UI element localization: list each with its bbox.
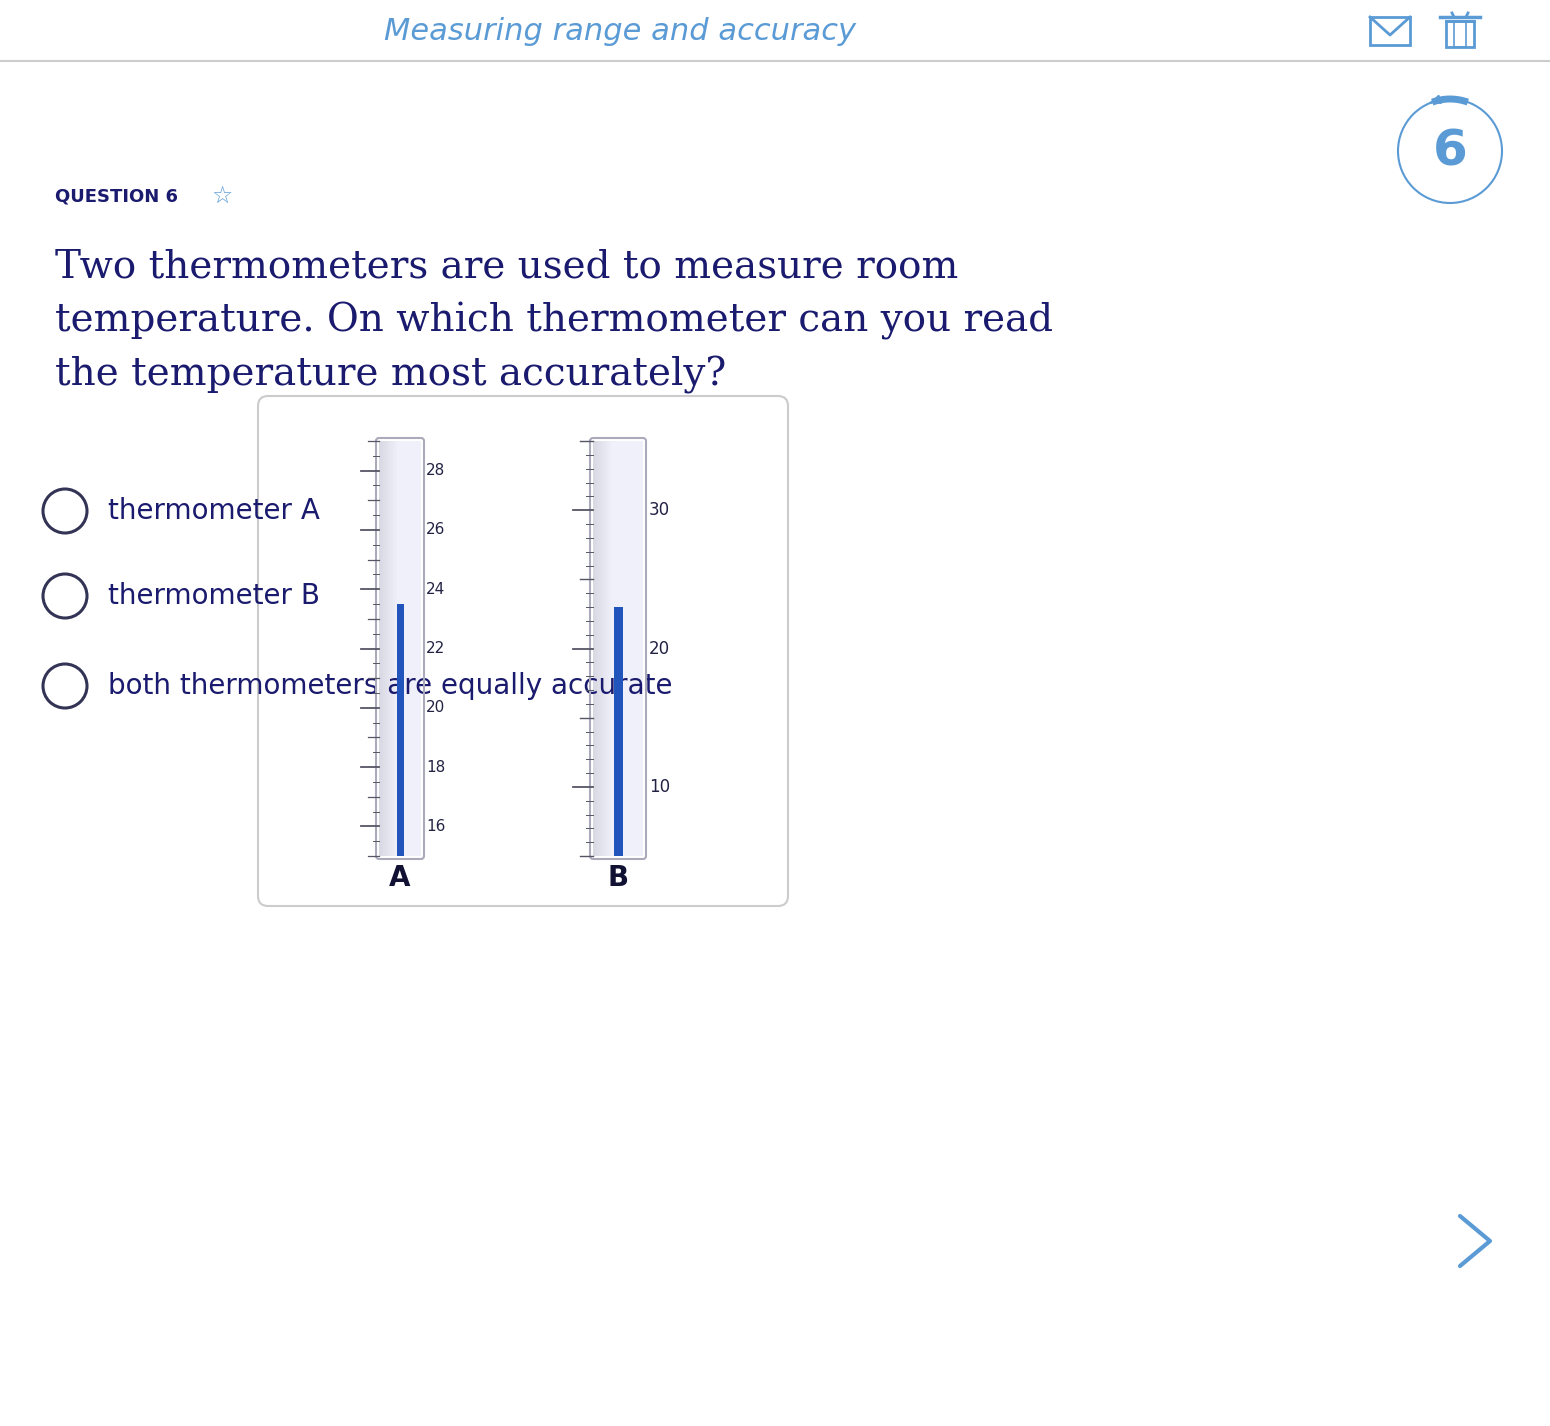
Text: 30: 30	[649, 501, 670, 519]
Bar	[595, 441, 643, 856]
Text: 18: 18	[426, 760, 445, 774]
Bar	[608, 441, 643, 856]
Bar	[594, 441, 643, 856]
Bar	[383, 441, 422, 856]
Text: Two thermometers are used to measure room
temperature. On which thermometer can : Two thermometers are used to measure roo…	[54, 248, 1052, 394]
Bar	[380, 441, 422, 856]
Text: ☆: ☆	[211, 184, 232, 208]
Bar	[381, 441, 422, 856]
Bar	[389, 441, 422, 856]
Bar	[388, 441, 422, 856]
Text: 20: 20	[649, 639, 670, 657]
Bar	[609, 441, 643, 856]
Bar	[614, 607, 623, 856]
Bar	[598, 441, 643, 856]
Text: 28: 28	[426, 463, 445, 478]
Text: 26: 26	[426, 522, 445, 538]
Text: 22: 22	[426, 642, 445, 656]
Bar	[397, 441, 422, 856]
Text: 10: 10	[649, 777, 670, 796]
Bar	[601, 441, 643, 856]
Bar	[384, 441, 422, 856]
Text: QUESTION 6: QUESTION 6	[54, 187, 178, 205]
Bar	[391, 441, 422, 856]
Text: 20: 20	[426, 700, 445, 716]
Bar	[395, 441, 422, 856]
Text: 6: 6	[1432, 127, 1468, 175]
Bar	[611, 441, 643, 856]
Text: 24: 24	[426, 582, 445, 596]
Bar	[604, 441, 643, 856]
Bar	[394, 441, 422, 856]
Text: 16: 16	[426, 819, 445, 834]
FancyBboxPatch shape	[257, 396, 787, 906]
Bar	[603, 441, 643, 856]
Text: Measuring range and accuracy: Measuring range and accuracy	[384, 17, 856, 46]
Text: B: B	[608, 864, 629, 893]
Bar	[397, 605, 403, 856]
Text: thermometer B: thermometer B	[109, 582, 319, 610]
Text: thermometer A: thermometer A	[109, 498, 319, 525]
Text: A: A	[389, 864, 411, 893]
Bar	[597, 441, 643, 856]
Text: both thermometers are equally accurate: both thermometers are equally accurate	[109, 672, 673, 700]
